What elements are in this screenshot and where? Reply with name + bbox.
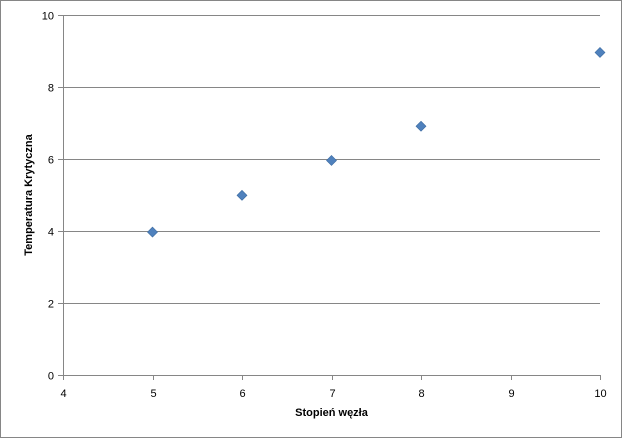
x-tick-label: 9 <box>508 388 514 400</box>
data-point <box>594 47 606 58</box>
y-tick-label: 8 <box>48 83 54 95</box>
data-point <box>236 189 248 201</box>
axes <box>58 15 601 380</box>
x-tick-label: 7 <box>329 388 335 400</box>
x-tick-label: 10 <box>594 388 606 400</box>
data-point <box>147 226 158 238</box>
y-tick-label: 10 <box>42 11 54 23</box>
y-tick-labels: 0 2 4 6 8 10 <box>42 11 54 383</box>
x-tick-label: 6 <box>239 388 245 400</box>
data-point <box>415 120 427 132</box>
x-tick-labels: 4 5 6 7 8 9 10 <box>60 388 606 400</box>
data-points <box>147 47 606 238</box>
y-tick-label: 6 <box>48 155 54 167</box>
x-tick-label: 4 <box>60 388 66 400</box>
y-axis-title: Temperatura Krytyczna <box>23 133 35 255</box>
y-tick-label: 2 <box>48 299 54 311</box>
x-tick-label: 5 <box>150 388 156 400</box>
y-tick-label: 4 <box>48 227 54 239</box>
y-tick-label: 0 <box>48 371 54 383</box>
data-point <box>326 155 337 166</box>
x-tick-label: 8 <box>418 388 424 400</box>
x-axis-title: Stopień węzła <box>295 407 369 419</box>
